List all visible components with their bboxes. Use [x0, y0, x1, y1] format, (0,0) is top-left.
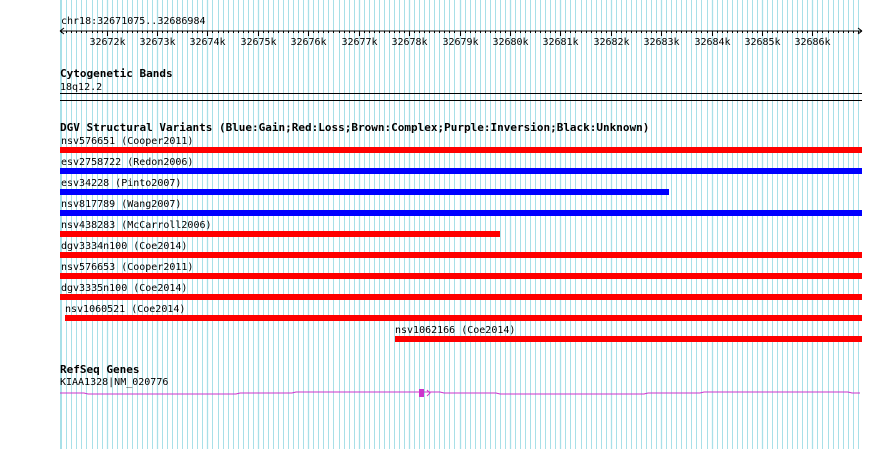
variant-bar[interactable]: [60, 273, 862, 279]
ruler-right-arrow-icon: [857, 27, 863, 35]
cytoband-label: 18q12.2: [60, 82, 102, 93]
variant-feature[interactable]: nsv438283 (McCarroll2006): [60, 220, 500, 237]
ruler-tick-label: 32681k: [542, 37, 578, 48]
variant-feature[interactable]: esv2758722 (Redon2006): [60, 157, 862, 174]
variant-label: dgv3335n100 (Coe2014): [61, 283, 187, 294]
cytoband-track-title: Cytogenetic Bands: [60, 67, 173, 80]
variant-label: nsv576651 (Cooper2011): [61, 136, 193, 147]
refseq-gene-label: KIAA1328|NM_020776: [60, 377, 168, 388]
variant-feature[interactable]: dgv3335n100 (Coe2014): [60, 283, 862, 300]
variant-feature[interactable]: dgv3334n100 (Coe2014): [60, 241, 862, 258]
variant-label: nsv576653 (Cooper2011): [61, 262, 193, 273]
variant-feature[interactable]: nsv1060521 (Coe2014): [65, 304, 862, 321]
variant-bar[interactable]: [60, 294, 862, 300]
ruler-track: chr18:32671075..32686984 32672k 32673k 326…: [59, 16, 863, 48]
variant-feature[interactable]: esv34228 (Pinto2007): [60, 178, 669, 195]
ruler-tick-label: 32675k: [240, 37, 276, 48]
cytoband-track: Cytogenetic Bands 18q12.2: [60, 67, 862, 101]
variant-label: nsv438283 (McCarroll2006): [61, 220, 212, 231]
variant-bar[interactable]: [395, 336, 862, 342]
ruler-tick-label: 32685k: [744, 37, 780, 48]
dgv-track: DGV Structural Variants (Blue:Gain;Red:L…: [60, 121, 862, 342]
variant-feature[interactable]: nsv1062166 (Coe2014): [395, 325, 862, 342]
dgv-track-title: DGV Structural Variants (Blue:Gain;Red:L…: [60, 121, 649, 134]
strand-arrow-icon: [426, 389, 431, 397]
ruler-tick-label: 32679k: [442, 37, 478, 48]
variant-label: esv2758722 (Redon2006): [61, 157, 193, 168]
variant-bar[interactable]: [60, 252, 862, 258]
variant-label: dgv3334n100 (Coe2014): [61, 241, 187, 252]
ruler-tick-label: 32683k: [643, 37, 679, 48]
variant-bar[interactable]: [60, 147, 862, 153]
ruler-tick-label: 32680k: [492, 37, 528, 48]
background-grid: [60, 0, 859, 449]
variant-feature[interactable]: nsv576651 (Cooper2011): [60, 136, 862, 153]
variant-bar[interactable]: [65, 315, 862, 321]
dgv-variants: nsv576651 (Cooper2011) esv2758722 (Redon2…: [60, 136, 862, 342]
variant-bar[interactable]: [60, 189, 669, 195]
refseq-gene-exon[interactable]: [419, 389, 424, 397]
ruler-ticks: 32672k 32673k 32674k 32675k 32676k 32677k 3267…: [61, 31, 859, 48]
ruler-landmark: chr18:32671075..32686984: [61, 16, 206, 27]
ruler-tick-label: 32674k: [189, 37, 225, 48]
ruler-tick-label: 32682k: [593, 37, 629, 48]
ruler-tick-label: 32677k: [341, 37, 377, 48]
ruler-tick-label: 32678k: [391, 37, 427, 48]
variant-label: esv34228 (Pinto2007): [61, 178, 181, 189]
variant-label: nsv1062166 (Coe2014): [395, 325, 515, 336]
refseq-gene-intron-line[interactable]: [60, 391, 860, 395]
variant-label: nsv1060521 (Coe2014): [65, 304, 185, 315]
ruler-tick-label: 32672k: [89, 37, 125, 48]
variant-feature[interactable]: nsv817789 (Wang2007): [60, 199, 862, 216]
ruler-tick-label: 32673k: [139, 37, 175, 48]
variant-bar[interactable]: [60, 210, 862, 216]
ruler-tick-label: 32686k: [794, 37, 830, 48]
variant-bar[interactable]: [60, 231, 500, 237]
ruler-tick-label: 32676k: [290, 37, 326, 48]
variant-feature[interactable]: nsv576653 (Cooper2011): [60, 262, 862, 279]
variant-bar[interactable]: [60, 168, 862, 174]
variant-label: nsv817789 (Wang2007): [61, 199, 181, 210]
refseq-track-title: RefSeq Genes: [60, 363, 139, 376]
refseq-track: RefSeq Genes KIAA1328|NM_020776: [60, 363, 860, 397]
ruler-tick-label: 32684k: [694, 37, 730, 48]
